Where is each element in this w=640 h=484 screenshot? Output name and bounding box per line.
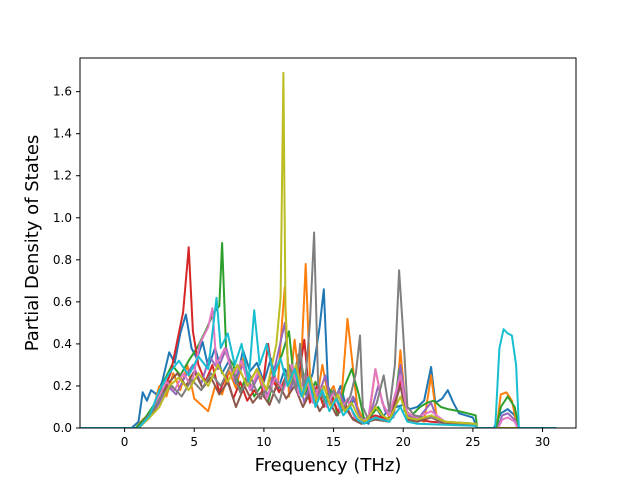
x-tick-label: 20 [396,435,411,449]
y-tick-label: 1.2 [53,169,72,183]
y-axis-label: Partial Density of States [22,135,43,352]
y-tick-label: 1.0 [53,211,72,225]
series-line-8 [80,231,557,428]
y-axis-ticks: 0.0 0.2 0.4 0.6 0.8 1.0 1.2 1.4 1.6 [53,85,80,435]
y-tick-label: 0.2 [53,379,72,393]
x-axis-ticks: 0 5 10 15 20 25 30 [121,428,550,449]
plot-area [80,71,557,428]
x-tick-label: 5 [190,435,198,449]
y-tick-label: 0.8 [53,253,72,267]
x-tick-label: 15 [326,435,341,449]
series-line-9 [80,71,557,428]
y-tick-label: 0.6 [53,295,72,309]
series-line-1 [80,288,557,428]
y-tick-label: 0.0 [53,421,72,435]
series-line-10 [80,296,557,428]
x-tick-label: 10 [256,435,271,449]
x-tick-label: 0 [121,435,129,449]
y-tick-label: 1.6 [53,85,72,99]
x-axis-label: Frequency (THz) [255,455,402,476]
x-tick-label: 25 [465,435,480,449]
x-tick-label: 30 [535,435,550,449]
y-tick-label: 1.4 [53,127,72,141]
axes-frame [79,57,577,429]
y-tick-label: 0.4 [53,337,72,351]
